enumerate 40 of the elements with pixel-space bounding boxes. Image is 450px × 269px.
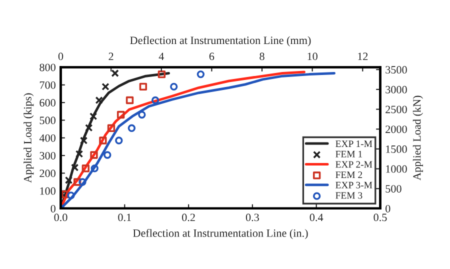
legend-label: EXP 1-M — [336, 140, 372, 147]
y2-tick-label: 2500 — [386, 106, 407, 114]
y-axis-title: Applied Load (kips) — [24, 93, 34, 183]
y2-tick-label: 1000 — [386, 165, 407, 173]
y2-tick-label: 500 — [386, 185, 402, 193]
x-tick-label: 0.5 — [374, 214, 387, 222]
x2-tick-label: 8 — [260, 52, 264, 60]
x2-tick-label: 2 — [108, 52, 114, 60]
y2-tick-label: 2000 — [386, 126, 407, 134]
y2-tick-label: 3500 — [386, 66, 407, 74]
y-tick-label: 0 — [50, 204, 56, 212]
legend-label: FEM 1 — [336, 150, 362, 158]
x2-tick-label: 0 — [58, 52, 64, 60]
y2-axis-title: Applied Load (kN) — [412, 96, 423, 180]
x-axis-title: Deflection at Instrumentation Line (in.) — [133, 228, 308, 240]
x2-tick-label: 10 — [308, 52, 318, 60]
x-tick-label: 0.4 — [310, 214, 324, 222]
y-tick-label: 500 — [40, 116, 56, 124]
y-tick-label: 400 — [39, 134, 56, 142]
y-tick-label: 300 — [40, 152, 56, 160]
legend-label: FEM 2 — [336, 172, 362, 178]
x2-tick-label: 12 — [358, 52, 368, 60]
legend-label: EXP 3-M — [336, 182, 372, 188]
x2-tick-label: 4 — [158, 52, 164, 60]
legend-label: EXP 2-M — [336, 161, 372, 168]
y-tick-label: 700 — [40, 81, 56, 89]
y2-tick-label: 1500 — [386, 145, 407, 153]
y2-tick-label: 3000 — [386, 86, 407, 94]
x-tick-label: 0.2 — [182, 214, 195, 222]
y2-tick-label: 0 — [386, 204, 390, 212]
y-tick-label: 100 — [40, 187, 56, 195]
y-tick-label: 200 — [40, 170, 56, 178]
x2-tick-label: 6 — [209, 52, 214, 60]
x-tick-label: 0.0 — [54, 214, 68, 222]
x-tick-label: 0.3 — [246, 214, 259, 222]
x2-axis-title: Deflection at Instrumentation Line (mm) — [130, 36, 311, 46]
x-tick-label: 0.1 — [118, 214, 131, 222]
legend-label: FEM 3 — [336, 192, 362, 199]
y-tick-label: 600 — [40, 99, 56, 107]
y-tick-label: 800 — [40, 64, 56, 72]
